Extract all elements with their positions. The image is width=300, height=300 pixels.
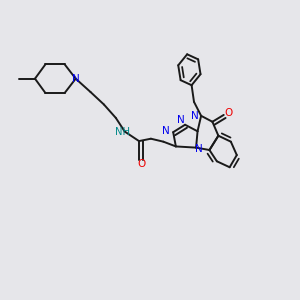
Text: N: N	[191, 111, 199, 122]
Text: N: N	[195, 144, 202, 154]
Text: N: N	[72, 74, 80, 84]
Text: NH: NH	[115, 127, 130, 136]
Text: N: N	[162, 126, 169, 136]
Text: O: O	[224, 108, 232, 118]
Text: O: O	[137, 159, 146, 169]
Text: N: N	[177, 115, 184, 125]
